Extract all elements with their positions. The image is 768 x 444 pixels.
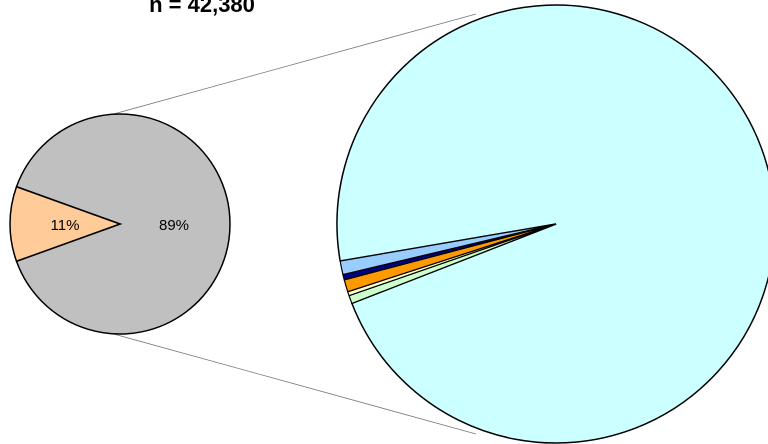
connector-lines bbox=[109, 13, 477, 435]
chart-title: n = 42,380 bbox=[149, 0, 255, 17]
pie-slice-other bbox=[9, 185, 123, 263]
primary-pie bbox=[9, 113, 231, 335]
secondary-slice-1 bbox=[339, 223, 557, 276]
connector-top bbox=[109, 13, 477, 116]
slice-label-main: 89% bbox=[159, 217, 189, 234]
slice-label-other: 11% bbox=[51, 217, 80, 234]
pie-slice-main bbox=[15, 113, 231, 335]
connector-bottom bbox=[109, 332, 477, 435]
secondary-pie bbox=[336, 4, 768, 444]
